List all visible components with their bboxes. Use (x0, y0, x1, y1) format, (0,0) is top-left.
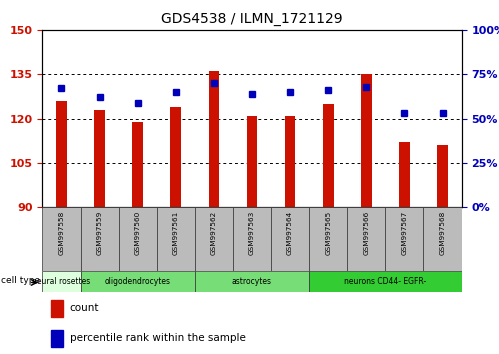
Bar (42, 271, 80, 292)
Bar (119, 207, 157, 271)
Text: GSM997560: GSM997560 (135, 210, 141, 255)
Text: GSM997562: GSM997562 (211, 210, 217, 255)
Bar (195, 207, 233, 271)
Bar (361, 74, 372, 207)
Bar (51, 330, 63, 347)
Bar (309, 207, 347, 271)
Text: GSM997568: GSM997568 (440, 210, 446, 255)
Bar (157, 207, 195, 271)
Text: neurons CD44- EGFR-: neurons CD44- EGFR- (344, 277, 427, 286)
Text: GSM997567: GSM997567 (401, 210, 407, 255)
Bar (80, 207, 119, 271)
Bar (56, 101, 67, 207)
Text: astrocytes: astrocytes (232, 277, 272, 286)
Bar (233, 207, 271, 271)
Text: GSM997566: GSM997566 (363, 210, 369, 255)
Text: oligodendrocytes: oligodendrocytes (105, 277, 171, 286)
Title: GDS4538 / ILMN_1721129: GDS4538 / ILMN_1721129 (161, 12, 343, 26)
Text: neural rosettes: neural rosettes (32, 277, 91, 286)
Bar (309, 271, 462, 292)
Bar (80, 271, 195, 292)
Bar (42, 207, 80, 271)
Bar (209, 72, 219, 207)
Text: GSM997559: GSM997559 (97, 210, 103, 255)
Bar (399, 142, 410, 207)
Bar (132, 121, 143, 207)
Bar (51, 300, 63, 317)
Bar (247, 116, 257, 207)
Bar (437, 145, 448, 207)
Bar (323, 104, 333, 207)
Text: cell type: cell type (1, 276, 40, 285)
Bar (171, 107, 181, 207)
Text: GSM997565: GSM997565 (325, 210, 331, 255)
Bar (385, 207, 424, 271)
Bar (424, 207, 462, 271)
Text: GSM997564: GSM997564 (287, 210, 293, 255)
Text: GSM997563: GSM997563 (249, 210, 255, 255)
Text: percentile rank within the sample: percentile rank within the sample (70, 333, 246, 343)
Text: count: count (70, 303, 99, 313)
Bar (285, 116, 295, 207)
Bar (94, 110, 105, 207)
Bar (271, 207, 309, 271)
Bar (195, 271, 309, 292)
Text: GSM997561: GSM997561 (173, 210, 179, 255)
Text: GSM997558: GSM997558 (58, 210, 64, 255)
Bar (347, 207, 385, 271)
